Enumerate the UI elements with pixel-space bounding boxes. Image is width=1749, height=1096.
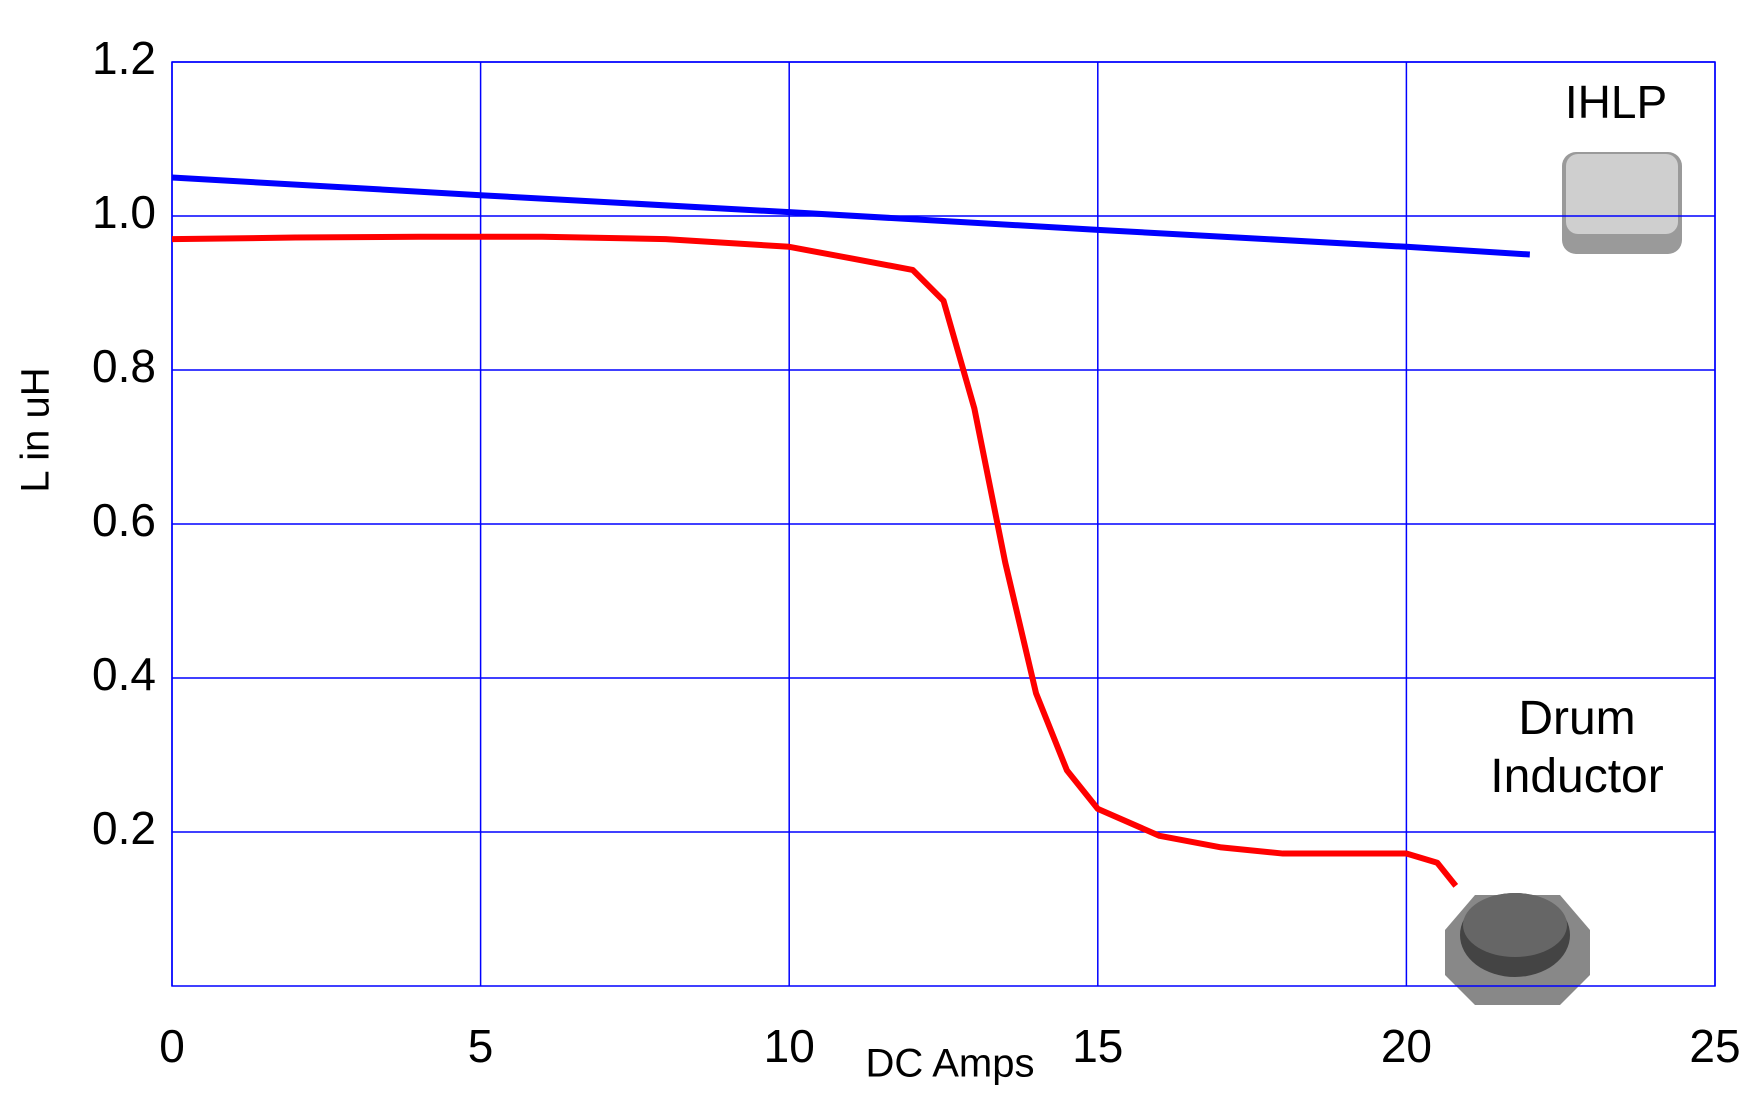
y-tick-label: 0.6 [92, 494, 156, 546]
series-line [171, 174, 1531, 258]
y-tick-label: 0.8 [92, 340, 156, 392]
y-axis-title: L in uH [14, 367, 58, 492]
drum-image [1445, 893, 1590, 1005]
series-label: Drum Inductor [1490, 692, 1664, 803]
y-tick-label: 0.2 [92, 802, 156, 854]
x-tick-label: 25 [1689, 1020, 1740, 1072]
x-tick-label: 10 [764, 1020, 815, 1072]
x-axis-title: DC Amps [866, 1042, 1035, 1086]
y-tick-label: 0.4 [92, 648, 156, 700]
y-tick-label: 1.2 [92, 32, 156, 84]
x-tick-label: 5 [468, 1020, 494, 1072]
x-tick-label: 15 [1072, 1020, 1123, 1072]
ihlp-image [1562, 152, 1682, 254]
series-label: IHLP [1565, 76, 1667, 128]
series-line [171, 233, 1459, 888]
x-tick-label: 0 [159, 1020, 185, 1072]
y-tick-label: 1.0 [92, 186, 156, 238]
x-tick-label: 20 [1381, 1020, 1432, 1072]
